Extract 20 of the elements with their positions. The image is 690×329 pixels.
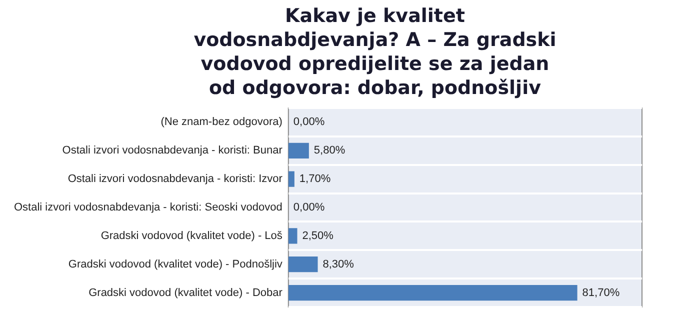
y-tick-label: (Ne znam-bez odgovora) bbox=[160, 116, 282, 128]
bar bbox=[288, 228, 298, 244]
data-label: 5,80% bbox=[314, 144, 346, 157]
bar bbox=[288, 171, 294, 187]
chart-title: Kakav je kvalitet vodosnabdjevanja? A – Za gradski vodovod opredijelite se za jedan od odgovora: dobar, podnošljiv bbox=[192, 4, 558, 100]
data-label: 8,30% bbox=[322, 258, 354, 270]
bar bbox=[288, 284, 578, 301]
data-label: 81,70% bbox=[582, 286, 620, 299]
bar bbox=[288, 256, 318, 272]
y-tick-label: Gradski vodovod (kvalitet vode) - Dobar bbox=[88, 286, 283, 299]
data-label: 0,00% bbox=[293, 202, 325, 214]
data-label: 0,00% bbox=[293, 116, 325, 128]
y-tick-label: Ostali izvori vodosnabdevanja - koristi: Bunar bbox=[62, 144, 283, 157]
y-tick-label: Ostali izvori vodosnabdevanja - koristi: Seoski vodovod bbox=[14, 202, 282, 214]
y-tick-label: Gradski vodovod (kvalitet vode) - Loš bbox=[100, 230, 283, 242]
data-label: 2,50% bbox=[302, 230, 334, 242]
y-tick-label: Ostali izvori vodosnabdevanja - koristi: Izvor bbox=[68, 173, 283, 186]
bar bbox=[288, 142, 309, 158]
data-label: 1,70% bbox=[299, 173, 331, 186]
y-tick-label: Gradski vodovod (kvalitet vode) - Podnošljiv bbox=[68, 258, 283, 270]
